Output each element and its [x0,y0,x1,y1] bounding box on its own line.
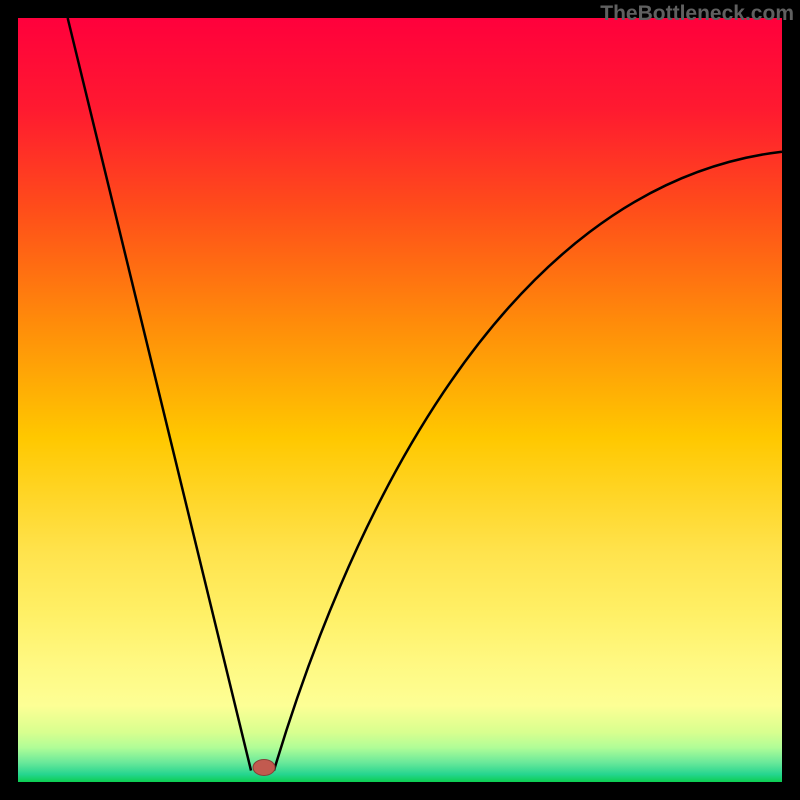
bottleneck-chart: TheBottleneck.com [0,0,800,800]
chart-background [18,18,782,782]
chart-svg [0,0,800,800]
watermark-text: TheBottleneck.com [600,2,794,26]
optimum-marker [253,759,275,775]
